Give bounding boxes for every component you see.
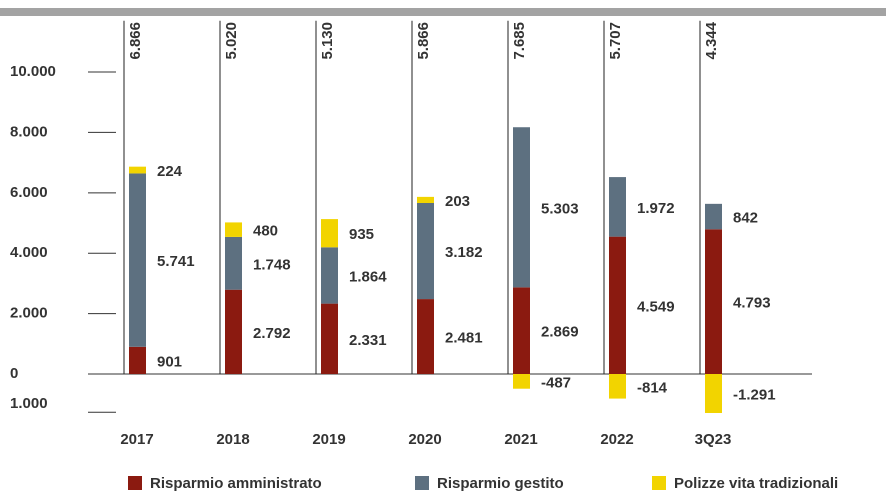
x-tick-label: 2019 xyxy=(312,431,345,448)
bar-segment xyxy=(321,247,338,304)
value-label: 4.793 xyxy=(733,295,771,312)
x-tick-label: 2017 xyxy=(120,431,153,448)
bar-segment xyxy=(705,203,722,230)
value-label: 5.303 xyxy=(541,200,579,217)
value-label: 224 xyxy=(157,163,183,180)
bar-segment xyxy=(609,177,626,237)
value-label: 2.481 xyxy=(445,330,483,347)
x-tick-label: 2021 xyxy=(504,431,537,448)
bar-segment xyxy=(417,299,434,375)
value-label: 203 xyxy=(445,193,470,210)
value-label: 4.549 xyxy=(637,298,675,315)
bar-segment xyxy=(417,196,434,203)
bar-segment xyxy=(513,127,530,288)
legend-label: Risparmio amministrato xyxy=(150,475,322,492)
bar-segment xyxy=(513,287,530,375)
total-label: 5.707 xyxy=(607,22,624,60)
total-label: 5.130 xyxy=(319,22,336,60)
legend-swatch xyxy=(415,476,429,490)
value-label: -1.291 xyxy=(733,386,776,403)
y-tick-label: 4.000 xyxy=(10,244,48,261)
value-label: 1.972 xyxy=(637,200,675,217)
total-label: 7.685 xyxy=(511,22,528,60)
total-label: 6.866 xyxy=(127,22,144,60)
value-label: 2.331 xyxy=(349,332,387,349)
y-tick-label: 1.000 xyxy=(10,395,48,412)
x-tick-label: 2022 xyxy=(600,431,633,448)
value-label: 1.748 xyxy=(253,256,291,273)
bar-segment xyxy=(129,346,146,375)
bar-segment xyxy=(705,229,722,375)
total-label: 4.344 xyxy=(703,21,720,59)
bar-segment xyxy=(705,374,722,413)
x-tick-label: 3Q23 xyxy=(695,431,732,448)
legend-label: Risparmio gestito xyxy=(437,475,564,492)
y-tick-label: 2.000 xyxy=(10,305,48,322)
bar-segment xyxy=(609,374,626,399)
bar-segment xyxy=(225,236,242,290)
y-tick-label: 8.000 xyxy=(10,123,48,140)
value-label: -814 xyxy=(637,379,668,396)
y-tick-label: 0 xyxy=(10,365,18,382)
y-tick-label: 6.000 xyxy=(10,184,48,201)
bar-segment xyxy=(609,236,626,375)
top-band xyxy=(0,8,886,16)
legend-swatch xyxy=(652,476,666,490)
legend-swatch xyxy=(128,476,142,490)
bar-segment xyxy=(129,166,146,174)
value-label: 935 xyxy=(349,226,374,243)
bar-segment xyxy=(321,303,338,375)
value-label: -487 xyxy=(541,374,571,391)
value-label: 1.864 xyxy=(349,268,387,285)
value-label: 2.869 xyxy=(541,324,579,341)
bar-segment xyxy=(225,222,242,237)
bar-segment xyxy=(321,219,338,248)
x-tick-label: 2018 xyxy=(216,431,249,448)
bar-segment xyxy=(225,289,242,375)
legend-label: Polizze vita tradizionali xyxy=(674,475,838,492)
value-label: 5.741 xyxy=(157,253,195,270)
value-label: 480 xyxy=(253,223,278,240)
y-tick-label: 10.000 xyxy=(10,63,56,80)
bar-segment xyxy=(129,173,146,347)
bar-segment xyxy=(513,374,530,389)
value-label: 3.182 xyxy=(445,244,483,261)
bar-segment xyxy=(417,202,434,300)
value-label: 901 xyxy=(157,353,182,370)
x-tick-label: 2020 xyxy=(408,431,441,448)
value-label: 2.792 xyxy=(253,325,291,342)
value-label: 842 xyxy=(733,210,758,227)
total-label: 5.866 xyxy=(415,22,432,60)
total-label: 5.020 xyxy=(223,22,240,60)
